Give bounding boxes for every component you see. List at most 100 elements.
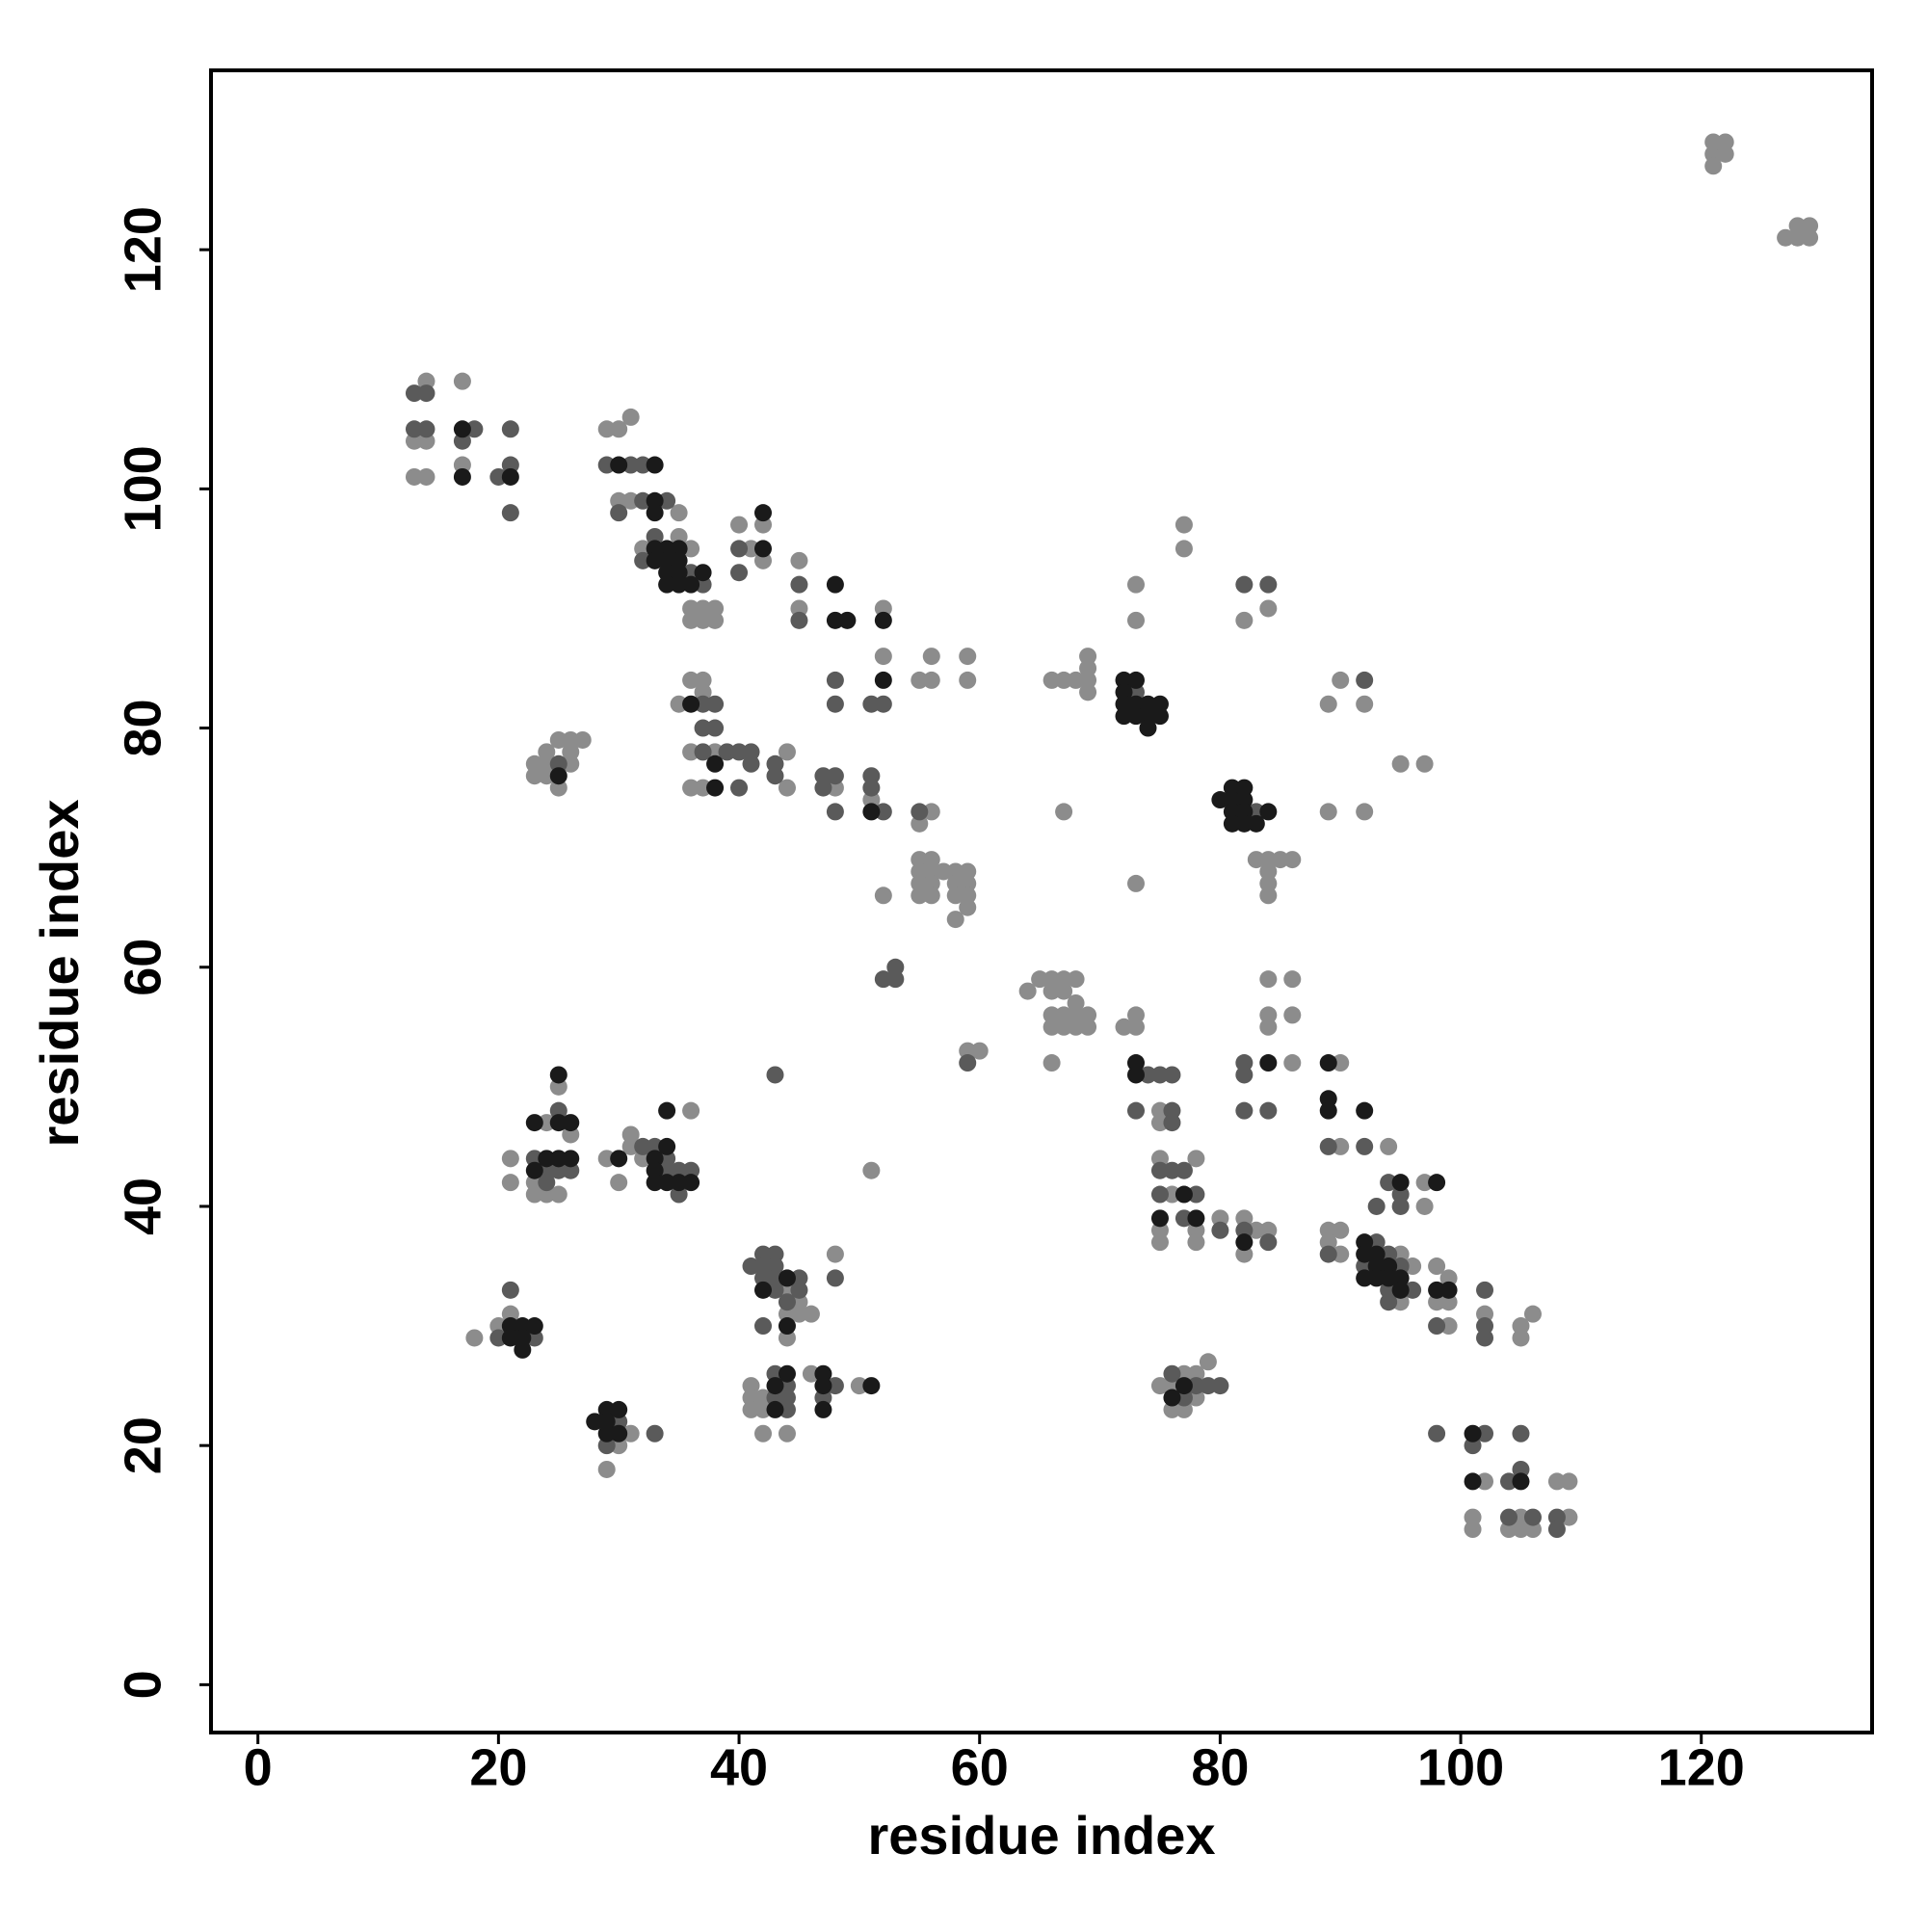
contact-point [1187,1389,1205,1407]
contact-point [658,1101,676,1120]
contact-point [586,1413,604,1431]
contact-point [538,743,556,761]
contact-point [1199,1353,1217,1371]
contact-point [646,540,664,558]
contact-point [525,1161,543,1179]
contact-point [730,564,749,582]
contact-point [1560,1508,1578,1526]
contact-point [1067,1006,1085,1024]
y-tick-label: 80 [114,700,172,757]
contact-point [646,491,664,510]
contact-point [790,1269,808,1287]
contact-point [646,456,664,474]
contact-point [1476,1472,1494,1491]
contact-point [621,1125,640,1144]
contact-point [1211,1377,1229,1395]
contact-point [1235,1054,1254,1072]
contact-point [1235,779,1254,797]
contact-point [1319,1054,1337,1072]
contact-point [778,779,796,797]
contact-point [525,1329,543,1347]
contact-point [1367,1197,1386,1215]
contact-point [850,1377,868,1395]
contact-point [1079,683,1097,701]
contact-point [1187,1209,1205,1228]
contact-point [1801,228,1819,247]
contact-point [682,599,700,618]
contact-point [658,540,676,558]
x-tick-label: 20 [469,1738,527,1796]
contact-point [1499,1472,1518,1491]
contact-point [935,862,953,881]
contact-point [959,648,977,666]
contact-point [1126,1006,1145,1024]
contact-point [610,504,628,522]
contact-point [862,791,881,809]
contact-point [1055,982,1073,1000]
contact-point [501,1174,519,1192]
contact-point [1126,874,1145,892]
contact-point [525,767,543,785]
contact-point [694,683,712,701]
contact-point [1512,1317,1530,1336]
contact-point [826,1377,844,1395]
contact-point [1380,1174,1398,1192]
contact-point [1043,1006,1061,1024]
contact-point [814,1389,832,1407]
contact-point [742,540,760,558]
contact-point [597,1413,616,1431]
contact-point [1150,1066,1169,1084]
contact-point [1523,1521,1542,1539]
contact-point [549,1101,568,1120]
contact-point [1235,575,1254,594]
contact-point [730,779,749,797]
contact-point [874,648,892,666]
contact-point [922,671,940,689]
contact-point [742,1389,760,1407]
contact-point [790,1281,808,1299]
contact-point [1126,707,1145,726]
contact-point [1319,1090,1337,1108]
contact-point [1391,754,1410,773]
contact-point [549,1066,568,1084]
contact-point [754,1389,773,1407]
contact-point [718,743,736,761]
contact-point [1512,1521,1530,1539]
contact-point [1079,1018,1097,1036]
contact-point [1163,1066,1181,1084]
contact-point [874,599,892,618]
contact-point [525,1114,543,1132]
y-tick-label: 60 [114,939,172,996]
contact-point [862,803,881,821]
contact-point [525,1174,543,1192]
y-axis-label: residue index [29,799,90,1147]
contact-point [922,862,940,881]
contact-point [597,1460,616,1478]
contact-point [1150,1233,1169,1252]
contact-point [1319,1101,1337,1120]
contact-point [1235,803,1254,821]
contact-point [1391,1269,1410,1287]
contact-point [790,1305,808,1323]
contact-point [1199,1377,1217,1395]
contact-point [489,1317,508,1336]
contact-point [1259,970,1278,989]
contact-point [826,1245,844,1263]
contact-point [453,456,471,474]
contact-point [621,456,640,474]
point-series [453,420,1530,1491]
contact-point [538,754,556,773]
contact-point [670,540,688,558]
contact-point [514,1340,532,1359]
contact-point [1079,648,1097,666]
contact-point [646,1424,664,1442]
contact-point [489,1329,508,1347]
contact-point [1512,1460,1530,1478]
contact-point [610,1437,628,1455]
contact-point [646,1137,664,1155]
x-tick-label: 40 [710,1738,768,1796]
contact-point [658,1161,676,1179]
contact-point [538,1150,556,1168]
contact-point [694,575,712,594]
contact-point [682,611,700,629]
